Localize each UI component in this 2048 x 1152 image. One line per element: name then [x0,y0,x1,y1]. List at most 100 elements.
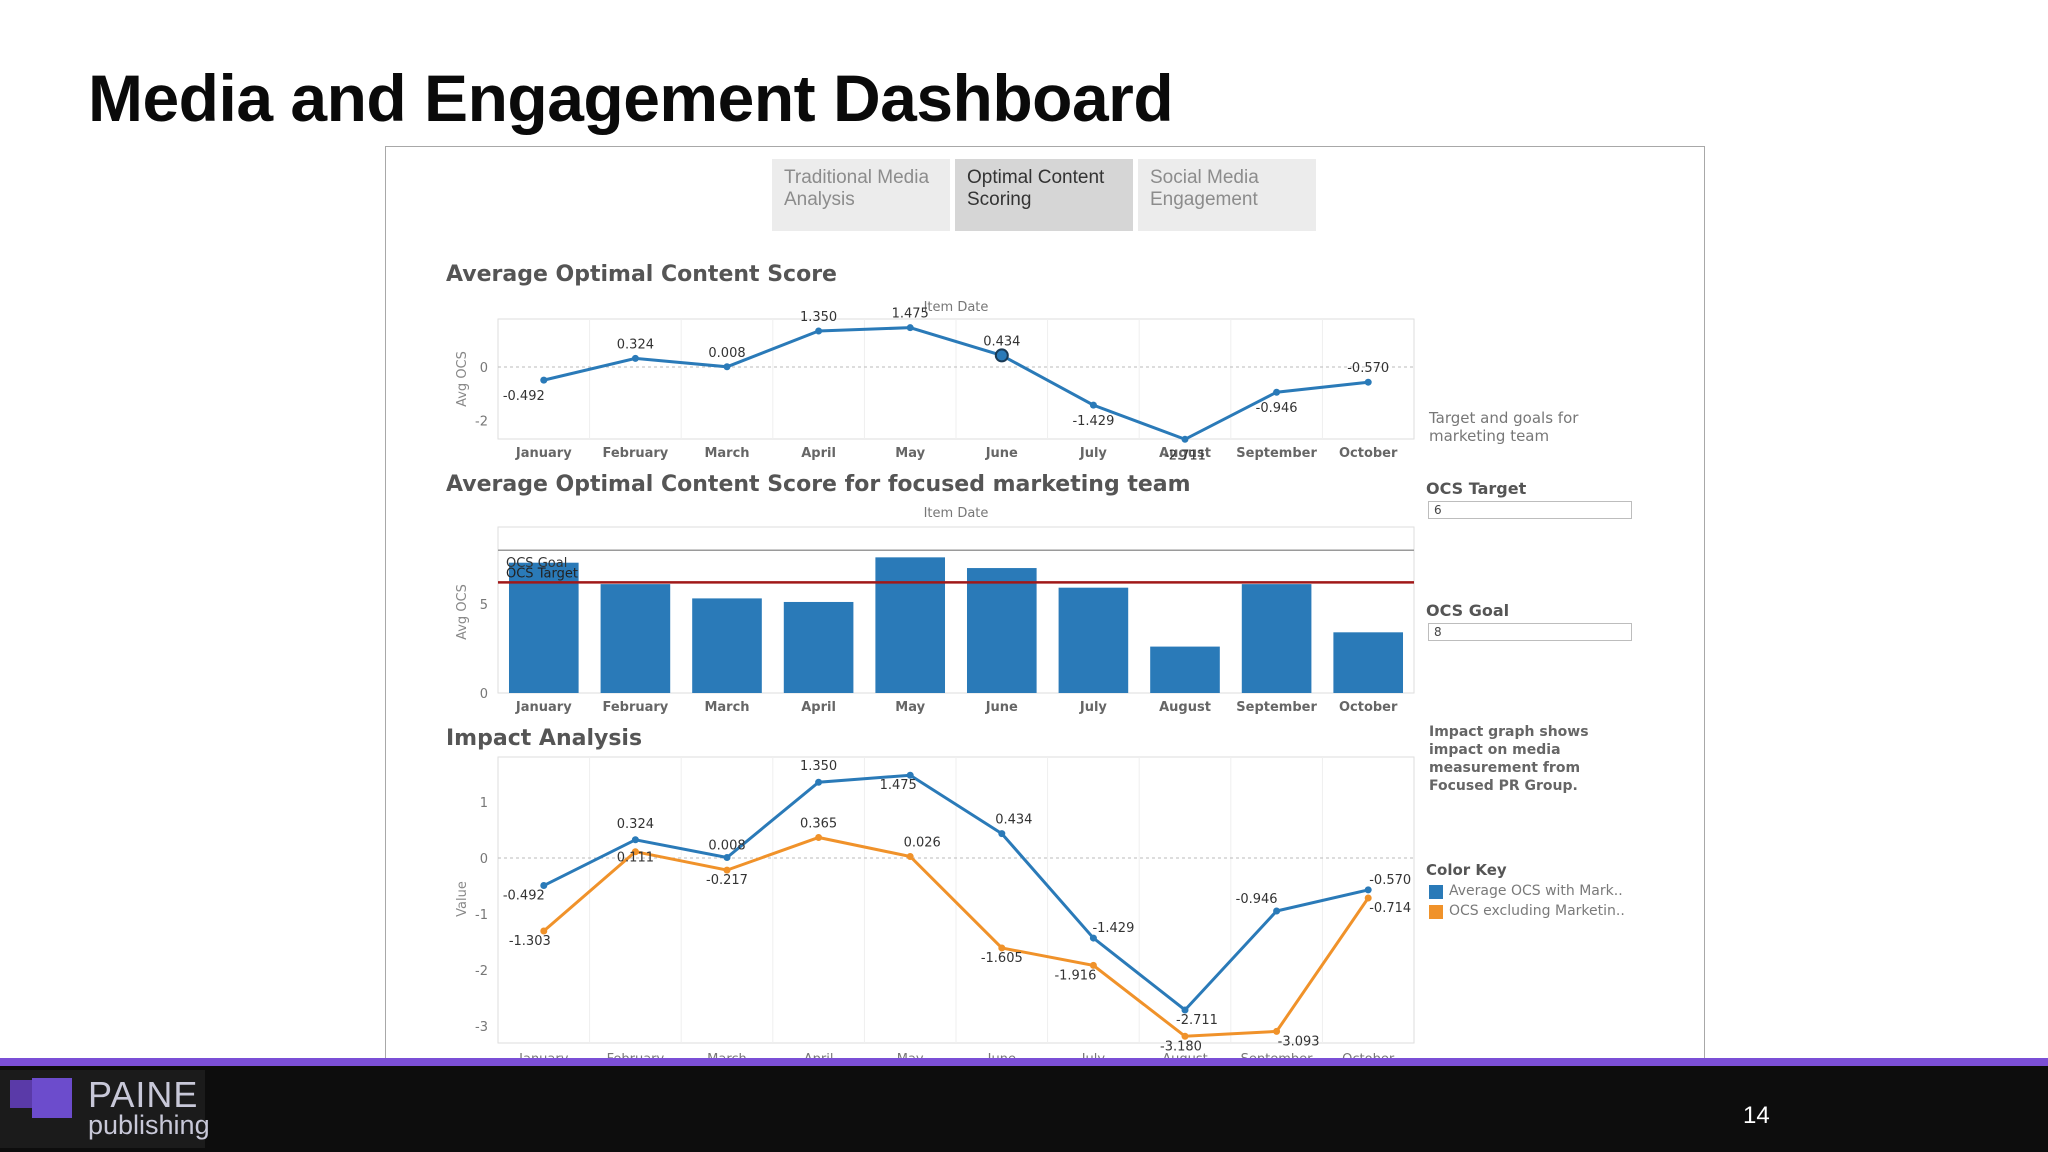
chart1-xtick: August [1159,446,1211,461]
ocs-target-input[interactable]: 6 [1428,501,1632,519]
chart3-data-label: -0.217 [706,873,748,888]
chart2-xtick: July [1079,700,1108,715]
chart3-series-line [543,773,1369,1013]
chart1-ylabel: Avg OCS [455,351,470,407]
chart1-point [540,376,548,384]
chart3-point [998,944,1006,952]
chart1-xtick: October [1339,446,1398,461]
chart1-data-label: 0.434 [983,334,1020,349]
chart3-point [631,836,639,844]
logo-subtext: publishing [88,1110,210,1140]
chart3-point [540,927,548,935]
chart3-point [1089,961,1097,969]
chart3-point [631,848,639,856]
chart3-point [906,771,914,779]
chart3-data-label: -1.605 [981,951,1023,966]
chart3-data-label: 0.111 [617,851,654,866]
chart1-point [1273,388,1281,396]
chart2-xtick: May [895,700,925,715]
dashboard-panel: Traditional Media Analysis Optimal Conte… [385,146,1705,1100]
chart1-xtick: March [704,446,749,461]
chart3-data-label: -0.714 [1369,901,1411,916]
chart1-series-line [543,326,1369,441]
tab-traditional-media[interactable]: Traditional Media Analysis [772,159,950,231]
chart3-point [1364,886,1372,894]
chart3-data-label: -0.492 [503,889,545,904]
chart1-top-label: Item Date [924,300,989,315]
tab-social-media-engagement[interactable]: Social Media Engagement [1138,159,1316,231]
chart2-bar [1241,584,1312,693]
chart3-point [906,852,914,860]
chart1-data-label: -2.711 [1164,448,1206,463]
chart2-bar [875,557,946,693]
chart2-xtick: January [515,700,572,715]
chart2-xtick: August [1159,700,1211,715]
chart1-xtick: January [515,446,572,461]
chart1-point [1181,435,1189,443]
chart3-point [998,830,1006,838]
footer-accent-line [0,1058,2048,1066]
chart1-data-label: -0.492 [503,389,545,404]
chart2-bar [966,568,1037,693]
chart1-point [723,363,731,371]
key-label-orange: OCS excluding Marketin.. [1449,903,1625,919]
chart3-data-label: -1.303 [509,934,551,949]
chart1-ytick: -2 [475,414,488,429]
chart2-ytick: 0 [480,687,488,702]
key-swatch-blue [1429,885,1443,899]
chart3-data-label: 0.324 [617,817,654,832]
ocs-goal-input[interactable]: 8 [1428,623,1632,641]
chart2-xtick: March [704,700,749,715]
chart1-point [815,327,823,335]
chart3-data-label: 1.350 [800,759,837,774]
chart2-xtick: October [1339,700,1398,715]
chart3-ylabel: Value [455,881,470,917]
chart3-ytick: -1 [475,908,488,923]
chart2-bar [1058,587,1129,693]
chart1-point [906,324,914,332]
chart2-xtick: February [602,700,668,715]
logo-wordmark: PAINE [88,1074,199,1115]
page-number: 14 [1743,1102,1770,1129]
chart2-bar [508,562,579,693]
chart1-xtick: June [985,446,1018,461]
chart3-point [1273,1027,1281,1035]
tab-optimal-content-scoring[interactable]: Optimal Content Scoring [955,159,1133,231]
key-label-blue: Average OCS with Mark.. [1449,883,1623,899]
chart3-data-label: 0.434 [995,813,1032,828]
target-goals-note: Target and goals for marketing team [1429,409,1579,445]
chart1-data-label: 0.008 [708,346,745,361]
chart1-point [1089,401,1097,409]
ocs-goal-label: OCS Goal [1426,601,1510,620]
chart3-data-label: 0.365 [800,816,837,831]
chart1-xtick: February [602,446,668,461]
chart2-bar [1333,632,1404,693]
chart2-goal-label: OCS Goal [506,556,567,571]
chart2-bar [600,584,671,693]
chart2-frame [497,526,1415,694]
chart3-ytick: 1 [480,796,488,811]
chart2-bar [692,598,762,693]
chart2-target-label: OCS Target [506,566,578,581]
chart3-data-label: -1.916 [1054,968,1096,983]
paine-logo: PAINE publishing [0,1070,210,1148]
chart1-data-label: 0.324 [617,337,654,352]
chart1-xtick: July [1079,446,1108,461]
chart3-data-label: -2.711 [1176,1013,1218,1028]
chart1-data-label: -1.429 [1072,414,1114,429]
chart1-xtick: May [895,446,925,461]
chart1-point [994,348,1009,363]
chart3-ytick: -2 [475,964,488,979]
chart3-data-label: 0.008 [708,838,745,853]
color-key-label: Color Key [1426,861,1507,879]
chart3-series-line [542,835,1370,1038]
chart2-xtick: April [801,700,836,715]
chart3-point [1181,1006,1189,1014]
chart3-data-label: 0.026 [904,835,941,850]
chart3-point [1181,1032,1189,1040]
chart1-xtick: September [1236,446,1317,461]
chart2-bar [1150,646,1220,693]
slide-title: Media and Engagement Dashboard [88,61,1174,135]
chart3-data-label: -1.429 [1092,921,1134,936]
chart1-point [1364,378,1372,386]
